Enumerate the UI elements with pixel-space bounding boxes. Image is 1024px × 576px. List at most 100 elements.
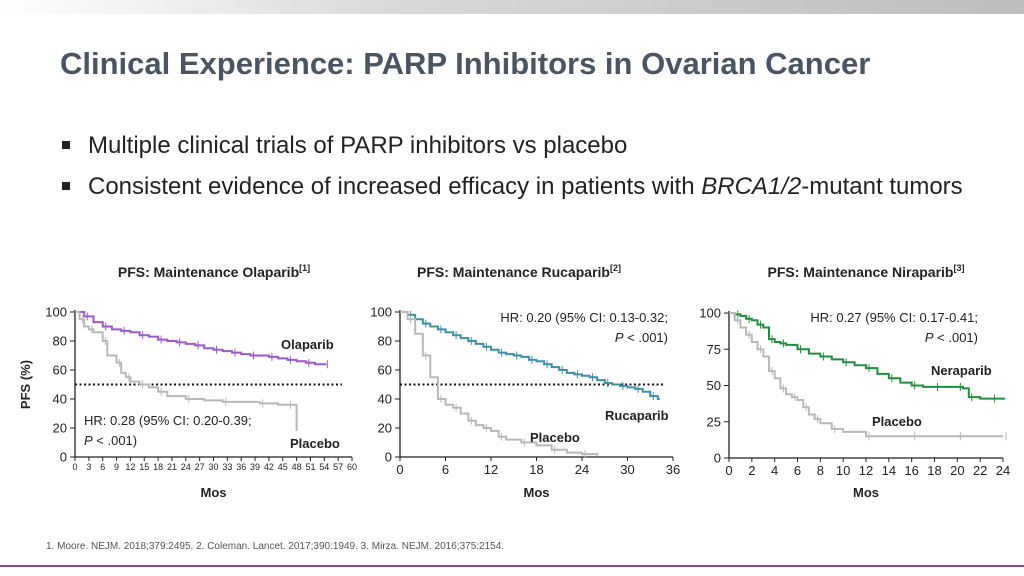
y-tick-label: 75	[707, 342, 721, 357]
hr-annotation-p: P	[925, 330, 934, 345]
x-tick-label: 18	[153, 462, 163, 472]
bullet-text-em: BRCA1/2	[701, 173, 802, 200]
chart-1: PFS: Maintenance Olaparib[1]020406080100…	[18, 263, 357, 500]
x-tick-label: 36	[666, 462, 680, 477]
x-tick-label: 27	[195, 462, 205, 472]
footnote: 1. Moore. NEJM. 2018;379:2495. 2. Colema…	[46, 541, 505, 552]
hr-annotation-pvalue: < .001)	[624, 330, 668, 345]
hr-annotation-p: P	[615, 330, 624, 345]
x-tick-label: 21	[167, 462, 177, 472]
x-tick-label: 8	[817, 463, 824, 478]
x-tick-label: 20	[950, 463, 964, 478]
x-tick-label: 12	[484, 462, 498, 477]
y-tick-label: 100	[370, 305, 392, 320]
hr-annotation-line2: P < .001)	[84, 433, 137, 448]
hr-annotation-line2: P < .001)	[615, 330, 668, 345]
x-tick-label: 42	[264, 462, 274, 472]
bullet-list: Multiple clinical trials of PARP inhibit…	[60, 130, 980, 212]
series-line-placebo	[75, 311, 298, 431]
series-line-placebo	[400, 311, 599, 456]
bullet-square-icon	[62, 141, 70, 149]
x-tick-label: 30	[620, 462, 634, 477]
x-tick-label: 24	[996, 463, 1010, 478]
chart-title-text: PFS: Maintenance Niraparib	[768, 264, 954, 280]
bullet-square-icon	[62, 182, 70, 190]
series-line-placebo	[729, 312, 1003, 438]
y-tick-label: 0	[714, 451, 721, 466]
bottom-accent-line	[0, 565, 1024, 567]
x-tick-label: 9	[114, 462, 119, 472]
chart-3: PFS: Maintenance Niraparib[3] 0 25 50 75 100 0…	[699, 263, 1010, 500]
x-tick-label: 6	[100, 462, 105, 472]
x-tick-label: 30	[208, 462, 218, 472]
chart-title-ref: [2]	[610, 263, 621, 273]
x-tick-label: 36	[236, 462, 246, 472]
x-tick-label: 6	[442, 462, 449, 477]
x-tick-label: 15	[139, 462, 149, 472]
bullet-text-pre: Consistent evidence of increased efficac…	[88, 173, 702, 200]
hr-annotation-pvalue: < .001)	[93, 433, 137, 448]
y-axis-label: PFS (%)	[18, 360, 33, 409]
x-tick-label: 16	[904, 463, 918, 478]
x-tick-label: 14	[882, 463, 896, 478]
y-tick-label: 20	[378, 421, 392, 436]
y-tick-label: 60	[53, 363, 67, 378]
chart-title-ref: [1]	[299, 263, 310, 273]
chart-2: PFS: Maintenance Rucaparib[2]02040608010…	[370, 263, 680, 500]
x-axis-label: Mos	[853, 485, 879, 500]
chart-title-ref: [3]	[953, 263, 964, 273]
x-tick-label: 22	[973, 463, 987, 478]
x-tick-label: 18	[927, 463, 941, 478]
x-tick-label: 12	[125, 462, 135, 472]
y-tick-label: 40	[53, 392, 67, 407]
y-tick-label: 0	[60, 450, 67, 465]
x-tick-label: 4	[771, 463, 778, 478]
series-label: Placebo	[290, 436, 340, 451]
hr-annotation-p: P	[84, 433, 93, 448]
hr-annotation-line1: HR: 0.27 (95% CI: 0.17-0.41;	[810, 310, 978, 325]
y-tick-label: 80	[53, 334, 67, 349]
series-label: Rucaparib	[605, 408, 669, 423]
x-tick-label: 54	[319, 462, 329, 472]
x-tick-label: 51	[305, 462, 315, 472]
x-tick-label: 57	[333, 462, 343, 472]
y-tick-label: 50	[707, 378, 721, 393]
y-tick-label: 80	[378, 334, 392, 349]
y-tick-label: 60	[378, 363, 392, 378]
x-tick-label: 10	[836, 463, 850, 478]
y-tick-label: 20	[53, 421, 67, 436]
x-tick-label: 0	[725, 463, 732, 478]
x-tick-label: 24	[181, 462, 191, 472]
bullet-item: Consistent evidence of increased efficac…	[60, 171, 980, 202]
series-label: Placebo	[530, 430, 580, 445]
x-tick-label: 6	[794, 463, 801, 478]
series-label: Placebo	[872, 414, 922, 429]
x-tick-label: 39	[250, 462, 260, 472]
series-line-neraparib	[729, 312, 1005, 400]
y-tick-label: 100	[45, 305, 67, 320]
x-tick-label: 18	[529, 462, 543, 477]
chart-title-text: PFS: Maintenance Olaparib	[118, 264, 299, 280]
series-label: Olaparib	[281, 337, 334, 352]
x-axis-label: Mos	[201, 485, 227, 500]
chart-title: PFS: Maintenance Olaparib[1]	[118, 263, 310, 280]
slide-title: Clinical Experience: PARP Inhibitors in …	[60, 46, 871, 81]
y-tick-label: 0	[385, 450, 392, 465]
hr-annotation-line1: HR: 0.28 (95% CI: 0.20-0.39;	[84, 413, 252, 428]
hr-annotation-line2: P < .001)	[925, 330, 978, 345]
x-tick-label: 2	[748, 463, 755, 478]
bullet-item: Multiple clinical trials of PARP inhibit…	[60, 130, 980, 161]
x-tick-label: 0	[72, 462, 77, 472]
series-label: Neraparib	[931, 363, 992, 378]
x-tick-label: 12	[859, 463, 873, 478]
y-tick-label: 100	[699, 306, 721, 321]
chart-title: PFS: Maintenance Rucaparib[2]	[417, 263, 621, 280]
bullet-text-post: -mutant tumors	[801, 173, 963, 200]
x-tick-label: 3	[86, 462, 91, 472]
hr-annotation-line1: HR: 0.20 (95% CI: 0.13-0.32;	[500, 310, 668, 325]
x-tick-label: 45	[278, 462, 288, 472]
y-tick-label: 25	[707, 414, 721, 429]
x-tick-label: 24	[575, 462, 589, 477]
top-gradient-bar	[0, 0, 1024, 14]
